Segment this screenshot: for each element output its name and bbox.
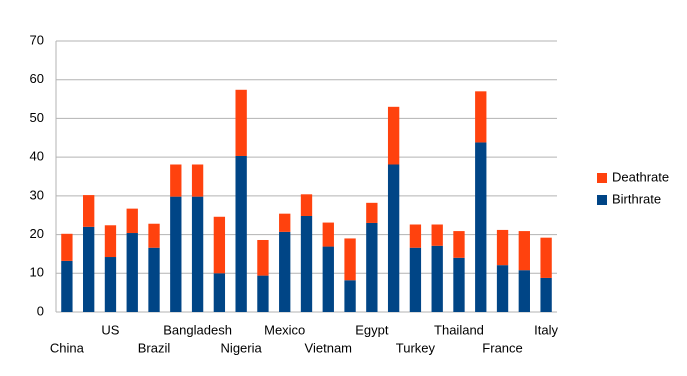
bar-segment — [235, 155, 247, 312]
legend-swatch — [597, 173, 607, 183]
x-tick-label: Turkey — [396, 340, 436, 355]
x-tick-label: China — [50, 340, 85, 355]
bar-segment — [540, 277, 552, 312]
bar-segment — [344, 238, 356, 281]
bar-segment — [431, 224, 443, 246]
x-tick-label: Vietnam — [305, 340, 352, 355]
legend-label: Deathrate — [612, 169, 669, 184]
bar-segment — [104, 225, 117, 258]
y-tick-label: 30 — [30, 187, 44, 202]
legend-swatch — [597, 195, 607, 205]
bar-segment — [475, 142, 487, 312]
y-tick-label: 70 — [30, 32, 44, 47]
bar-segment — [279, 231, 291, 312]
bar-segment — [148, 247, 160, 312]
x-tick-label: US — [101, 322, 119, 337]
bar-segment — [496, 265, 509, 312]
bar-segment — [170, 196, 182, 312]
bar-segment — [300, 194, 313, 216]
bar-segment — [344, 280, 356, 312]
bar-segment — [213, 216, 226, 274]
y-tick-label: 40 — [30, 149, 44, 164]
bar-segment — [475, 91, 487, 143]
bar-segment — [300, 215, 313, 312]
bar-segment — [235, 89, 247, 156]
y-tick-label: 0 — [37, 303, 44, 318]
bar-segment — [170, 164, 182, 197]
x-tick-label: France — [482, 340, 522, 355]
bar-segment — [453, 231, 465, 258]
bar-segment — [148, 223, 160, 248]
bar-segment — [126, 208, 138, 234]
legend-label: Birthrate — [612, 191, 661, 206]
x-tick-label: Mexico — [264, 322, 305, 337]
bar-segment — [366, 202, 378, 223]
bar-segment — [518, 231, 530, 271]
bar-segment — [191, 196, 204, 312]
y-tick-label: 60 — [30, 71, 44, 86]
bar-segment — [83, 226, 95, 312]
bar-segment — [213, 273, 226, 312]
bar-segment — [61, 260, 73, 312]
bar-segment — [322, 222, 334, 247]
y-tick-label: 10 — [30, 265, 44, 280]
y-tick-label: 20 — [30, 226, 44, 241]
bar-segment — [61, 233, 73, 261]
bar-segment — [387, 106, 400, 165]
bar-segment — [83, 195, 95, 227]
bar-segment — [409, 224, 422, 248]
bar-segment — [496, 229, 509, 266]
y-tick-label: 50 — [30, 110, 44, 125]
bar-segment — [257, 239, 269, 276]
bar-segment — [387, 164, 400, 312]
bar-segment — [366, 222, 378, 312]
bar-segment — [540, 237, 552, 278]
bar-segment — [409, 247, 422, 312]
bar-segment — [279, 213, 291, 232]
x-tick-label: Nigeria — [221, 340, 263, 355]
bar-segment — [191, 164, 204, 197]
bar-segment — [257, 275, 269, 312]
x-tick-label: Brazil — [138, 340, 171, 355]
x-tick-label: Thailand — [434, 322, 484, 337]
bar-segment — [431, 245, 443, 312]
x-tick-label: Italy — [534, 322, 558, 337]
bar-segment — [518, 270, 530, 312]
bar-segment — [126, 233, 138, 312]
x-tick-label: Bangladesh — [163, 322, 232, 337]
bar-segment — [104, 257, 117, 312]
bar-segment — [453, 257, 465, 312]
x-tick-label: Egypt — [355, 322, 389, 337]
bar-segment — [322, 246, 334, 312]
